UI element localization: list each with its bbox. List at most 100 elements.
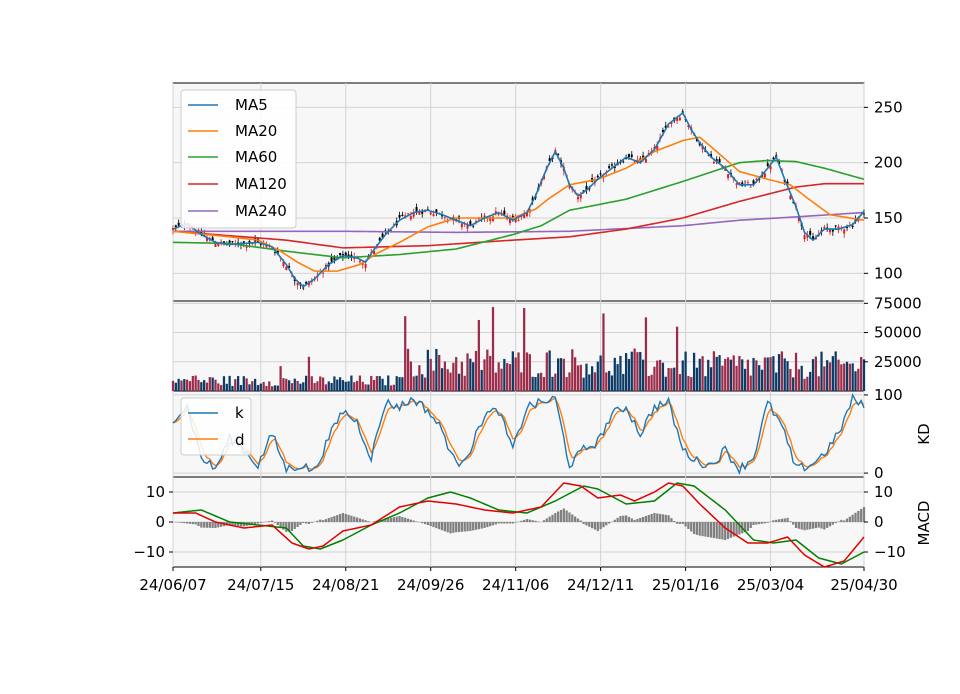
volume-bar [764,357,766,391]
macd-hist-bar [730,522,732,538]
macd-hist-bar [659,514,661,522]
macd-hist-bar [466,522,468,531]
volume-bar [755,360,757,391]
volume-bar [248,384,250,391]
volume-bar [469,359,471,391]
volume-bar [299,384,301,391]
volume-bar [724,359,726,391]
macd-hist-bar [311,522,313,523]
candle-body [365,264,367,268]
x-tick-label: 24/08/21 [312,576,379,594]
macd-hist-bar [472,522,474,530]
y-tick-label-left: −10 [133,543,165,561]
macd-hist-bar [636,519,638,522]
macd-hist-bar [653,513,655,522]
macd-hist-bar [441,522,443,530]
volume-bar [452,363,454,391]
macd-hist-bar [212,522,214,528]
volume-bar [345,382,347,391]
volume-bar [483,359,485,391]
candle-body [217,244,219,246]
macd-hist-bar [591,522,593,528]
volume-bar [633,349,635,391]
volume-bar [750,376,752,391]
volume-bar [591,366,593,391]
volume-bar [347,381,349,391]
macd-hist-bar [444,522,446,531]
volume-bar [551,377,553,391]
volume-bar [381,379,383,391]
macd-hist-bar [857,511,859,522]
volume-bar [628,359,630,391]
x-tick-label: 24/06/07 [139,576,206,594]
macd-hist-bar [568,513,570,523]
macd-hist-bar [274,522,276,523]
macd-hist-bar [755,522,757,525]
macd-hist-bar [554,513,556,522]
volume-bar [684,352,686,391]
macd-hist-bar [390,518,392,522]
volume-bar [432,371,434,391]
macd-hist-bar [735,522,737,536]
macd-hist-bar [543,520,545,522]
volume-bar [444,361,446,391]
y-tick-label: 50000 [874,324,922,342]
volume-bar [427,350,429,391]
volume-bar [373,380,375,391]
macd-hist-bar [534,521,536,522]
macd-hist-bar [302,522,304,523]
macd-hist-bar [393,517,395,522]
volume-bar [636,352,638,391]
macd-hist-bar [631,518,633,522]
candle-body [622,161,624,162]
macd-hist-bar [852,515,854,522]
macd-hist-bar [319,520,321,522]
candle-body [628,154,630,157]
volume-bar [294,379,296,391]
volume-bar [447,369,449,391]
macd-hist-bar [860,509,862,522]
volume-bar [602,313,604,391]
candle-body [645,159,647,163]
macd-hist-bar [455,522,457,532]
volume-bar [192,376,194,391]
volume-bar [537,373,539,391]
candle-body [600,173,602,174]
volume-bar [546,352,548,391]
macd-hist-bar [792,522,794,525]
macd-hist-bar [180,522,182,523]
legend-label-ma20: MA20 [235,122,277,140]
volume-bar [500,369,502,391]
candle-body [750,187,752,188]
macd-hist-bar [761,522,763,524]
x-tick-label: 25/01/16 [652,576,719,594]
volume-bar [795,353,797,391]
volume-bar [682,360,684,391]
volume-bar [713,351,715,391]
candle-body [713,162,715,163]
volume-bar [826,360,828,391]
volume-bar [384,385,386,391]
x-tick-label: 25/04/30 [830,576,897,594]
volume-bar [687,376,689,391]
volume-bar [645,317,647,391]
macd-hist-bar [520,521,522,522]
candle-body [359,261,361,262]
volume-bar [359,376,361,391]
candle-body [339,253,341,255]
macd-hist-bar [699,522,701,536]
volume-bar [849,364,851,391]
macd-hist-bar [189,522,191,524]
volume-bar [852,363,854,391]
volume-bar [206,383,208,391]
macd-hist-bar [747,522,749,531]
macd-hist-bar [622,516,624,522]
macd-hist-bar [707,522,709,537]
macd-hist-bar [515,522,517,523]
volume-bar [543,377,545,391]
macd-hist-bar [350,516,352,522]
macd-hist-bar [633,520,635,522]
candle-body [444,217,446,218]
volume-bar [860,357,862,391]
volume-bar [667,368,669,391]
